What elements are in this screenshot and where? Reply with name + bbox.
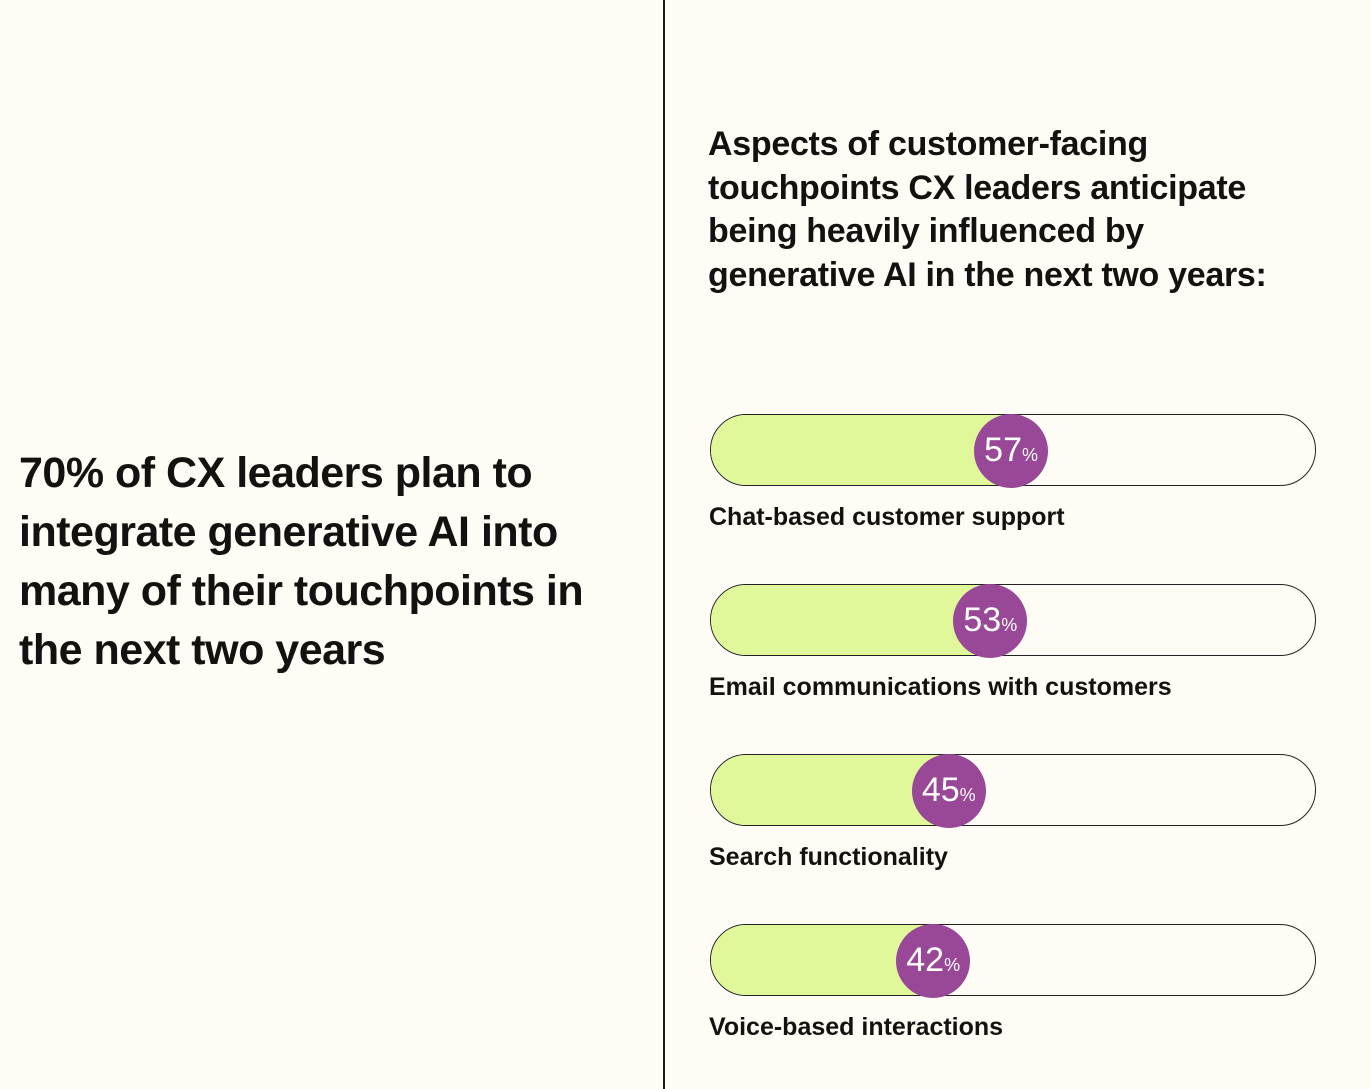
percent-sign: %	[959, 785, 976, 805]
bar-track	[710, 754, 1316, 826]
category-label: Search functionality	[709, 843, 948, 871]
bar-fill	[711, 585, 992, 655]
percent-sign: %	[944, 955, 961, 975]
data-label: 45	[921, 771, 960, 809]
value-bubble: 53%	[953, 583, 1028, 658]
bar-track	[710, 924, 1316, 996]
value-bubble: 57%	[974, 413, 1049, 488]
bar-track	[710, 584, 1316, 656]
divider	[663, 0, 665, 1089]
percent-sign: %	[1021, 445, 1038, 465]
category-label: Voice-based interactions	[709, 1013, 1004, 1041]
value-bubble: 42%	[896, 923, 971, 998]
bar-fill	[711, 755, 950, 825]
headline: 70% of CX leaders plan to integrate gene…	[19, 449, 584, 674]
bar-fill	[711, 415, 1013, 485]
chart-title: Aspects of customer-facing touchpoints C…	[708, 125, 1267, 294]
category-label: Email communications with customers	[709, 673, 1172, 701]
percent-sign: %	[1001, 615, 1018, 635]
data-label: 42	[906, 941, 945, 979]
category-label: Chat-based customer support	[709, 503, 1065, 531]
value-bubble: 45%	[911, 753, 986, 828]
data-label: 53	[963, 601, 1002, 639]
data-label: 57	[984, 431, 1022, 469]
